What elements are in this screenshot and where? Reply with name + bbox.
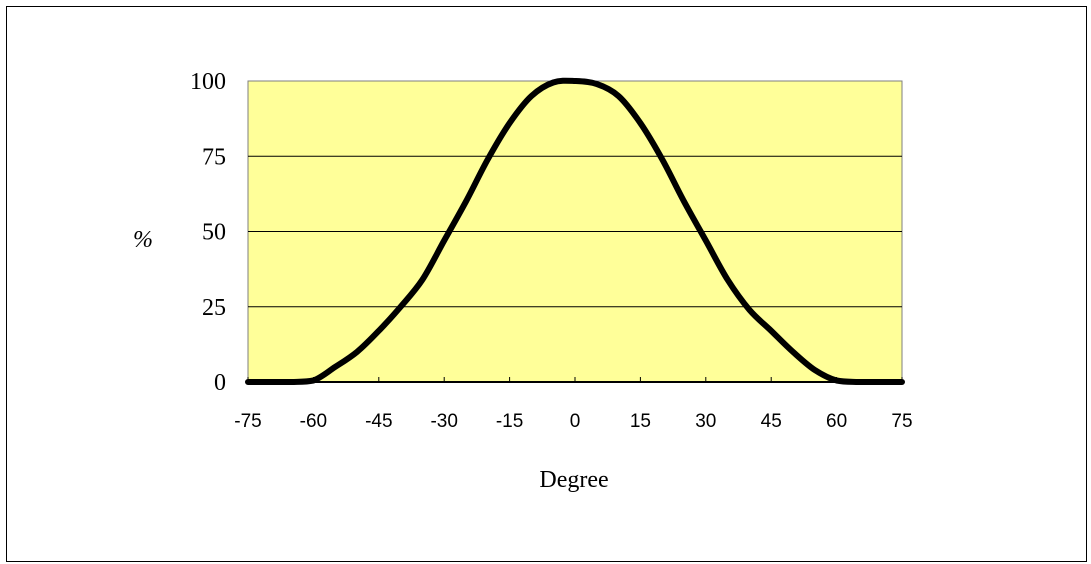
x-tick-label: 45 — [761, 411, 782, 432]
x-tick-label: 75 — [891, 411, 912, 432]
gridlines — [248, 155, 902, 308]
y-axis-label: % — [133, 227, 153, 253]
y-tick-label: 100 — [190, 69, 226, 95]
x-tick-label: 15 — [630, 411, 651, 432]
x-tick-label: 0 — [570, 411, 581, 432]
x-tick-label: -60 — [300, 411, 327, 432]
y-tick-label: 75 — [202, 144, 226, 170]
y-tick-label: 0 — [214, 370, 226, 396]
x-tick-label: -30 — [430, 411, 457, 432]
x-tick-label: -75 — [234, 411, 261, 432]
y-tick-label: 25 — [202, 295, 226, 321]
x-tick-labels: -75 -60 -45 -30 -15 0 15 30 45 60 75 — [234, 411, 912, 432]
x-tick-label: 60 — [826, 411, 847, 432]
x-tick-label: -45 — [365, 411, 392, 432]
x-tick-label: 30 — [695, 411, 716, 432]
y-tick-labels: 0 25 50 75 100 — [190, 69, 226, 396]
x-axis-label: Degree — [539, 467, 608, 493]
x-tick-label: -15 — [496, 411, 523, 432]
data-line — [245, 77, 905, 385]
y-tick-label: 50 — [202, 220, 226, 246]
